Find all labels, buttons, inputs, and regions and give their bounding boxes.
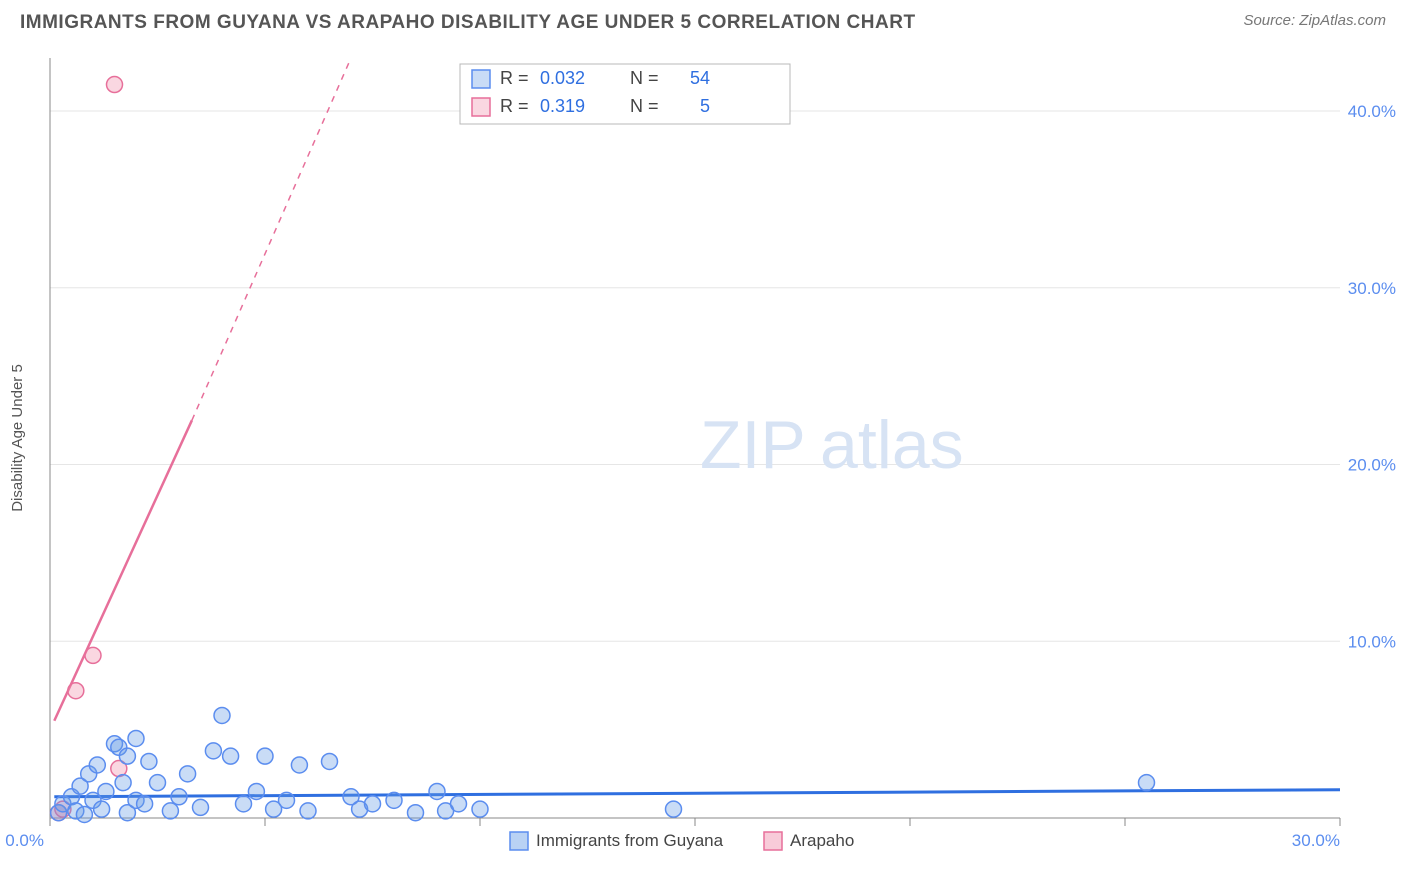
scatter-point xyxy=(205,743,221,759)
scatter-point xyxy=(279,792,295,808)
trend-line-arapaho-dashed xyxy=(192,58,351,420)
scatter-point xyxy=(408,805,424,821)
scatter-point xyxy=(68,683,84,699)
scatter-point xyxy=(291,757,307,773)
y-axis-label: Disability Age Under 5 xyxy=(9,364,26,512)
watermark-zip: ZIP xyxy=(700,407,806,483)
chart-container: ZIPatlas 0.0% 10.0% 20.0% 30.0% 40.0% 30.0% Dis… xyxy=(0,38,1406,868)
y-tick-label: 40.0% xyxy=(1348,102,1396,121)
bottom-legend-swatch xyxy=(510,832,528,850)
scatter-point xyxy=(300,803,316,819)
scatter-point xyxy=(223,748,239,764)
scatter-point xyxy=(1139,775,1155,791)
y-tick-label: 20.0% xyxy=(1348,456,1396,475)
legend-r-value: 0.319 xyxy=(540,96,585,116)
scatter-point xyxy=(85,647,101,663)
scatter-point xyxy=(236,796,252,812)
scatter-point xyxy=(365,796,381,812)
legend-n-value: 54 xyxy=(690,68,710,88)
scatter-point xyxy=(94,801,110,817)
scatter-point xyxy=(180,766,196,782)
axis-origin-label: 0.0% xyxy=(5,831,44,850)
scatter-point xyxy=(322,753,338,769)
scatter-point xyxy=(472,801,488,817)
legend-swatch xyxy=(472,98,490,116)
y-tick-label: 10.0% xyxy=(1348,632,1396,651)
scatter-point xyxy=(451,796,467,812)
scatter-point xyxy=(89,757,105,773)
scatter-point xyxy=(107,77,123,93)
scatter-point xyxy=(141,753,157,769)
bottom-legend-swatch xyxy=(764,832,782,850)
scatter-point xyxy=(386,792,402,808)
scatter-point xyxy=(119,748,135,764)
source-attribution: Source: ZipAtlas.com xyxy=(1243,12,1386,29)
bottom-legend-label: Immigrants from Guyana xyxy=(536,831,724,850)
legend-swatch xyxy=(472,70,490,88)
scatter-point xyxy=(214,707,230,723)
scatter-point xyxy=(429,783,445,799)
legend-n-label: N = xyxy=(630,68,659,88)
scatter-point xyxy=(193,799,209,815)
legend-r-label: R = xyxy=(500,68,529,88)
bottom-legend-label: Arapaho xyxy=(790,831,854,850)
scatter-point xyxy=(257,748,273,764)
scatter-point xyxy=(248,783,264,799)
legend-n-label: N = xyxy=(630,96,659,116)
legend-r-label: R = xyxy=(500,96,529,116)
scatter-point xyxy=(150,775,166,791)
scatter-point xyxy=(76,806,92,822)
x-tick-label: 30.0% xyxy=(1292,831,1340,850)
scatter-point xyxy=(162,803,178,819)
scatter-point xyxy=(666,801,682,817)
scatter-point xyxy=(137,796,153,812)
chart-title: IMMIGRANTS FROM GUYANA VS ARAPAHO DISABI… xyxy=(20,12,916,34)
scatter-point xyxy=(171,789,187,805)
scatter-point xyxy=(115,775,131,791)
legend-r-value: 0.032 xyxy=(540,68,585,88)
trend-line-arapaho xyxy=(54,420,192,720)
scatter-point xyxy=(98,783,114,799)
correlation-scatter-chart: ZIPatlas 0.0% 10.0% 20.0% 30.0% 40.0% 30.0% Dis… xyxy=(0,38,1406,868)
scatter-point xyxy=(128,730,144,746)
y-tick-label: 30.0% xyxy=(1348,279,1396,298)
watermark-atlas: atlas xyxy=(820,407,964,483)
legend-n-value: 5 xyxy=(700,96,710,116)
